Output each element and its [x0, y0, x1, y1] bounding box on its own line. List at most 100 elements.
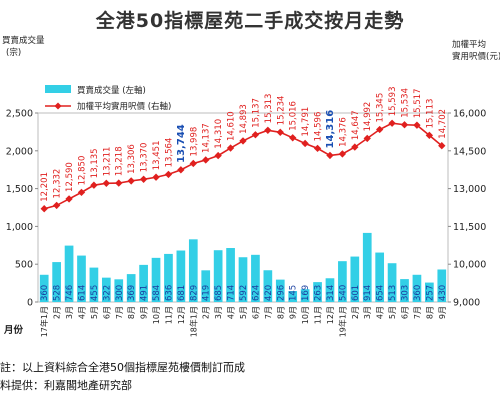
bar: [77, 255, 86, 302]
bar: [313, 282, 322, 302]
bar-data-label: 592: [239, 285, 249, 301]
x-tick-label: 19年1月: [337, 306, 347, 337]
left-axis-title: 買賣成交量: [2, 35, 45, 46]
price-point: [276, 128, 284, 136]
x-tick-label: 4月: [227, 306, 236, 319]
price-data-label: 14,702: [438, 109, 448, 139]
bar-data-label: 360: [40, 285, 50, 301]
price-data-label: 13,135: [90, 148, 100, 178]
x-tick-label: 10月: [152, 306, 161, 324]
price-data-label: 13,564: [164, 138, 174, 168]
right-axis-title: 加權平均: [452, 39, 486, 50]
price-point: [388, 119, 396, 127]
price-data-label: 12,850: [77, 156, 87, 186]
price-point: [338, 150, 347, 158]
bar: [213, 250, 223, 302]
x-tick-label: 9月: [438, 306, 447, 319]
right-tick-label: 13,000: [453, 184, 486, 195]
legend-line-marker: [54, 102, 62, 110]
price-data-label: 15,113: [425, 99, 435, 129]
bar: [362, 232, 372, 302]
x-tick-label: 5月: [239, 306, 248, 319]
x-tick-label: 3月: [65, 306, 74, 319]
price-data-label: 13,211: [102, 147, 112, 177]
bar: [300, 289, 310, 302]
bar-data-label: 829: [189, 285, 199, 301]
price-point: [413, 121, 421, 129]
x-tick-label: 12月: [326, 306, 335, 324]
x-tick-label: 2月: [351, 306, 360, 319]
x-tick-label: 8月: [425, 306, 434, 319]
bar-data-label: 654: [376, 285, 386, 301]
price-point: [65, 195, 73, 203]
bar-data-label: 614: [77, 285, 87, 301]
price-point: [164, 170, 173, 179]
price-point: [90, 181, 98, 189]
bar: [226, 248, 235, 302]
bar-data-label: 300: [115, 285, 125, 301]
bar-data-label: 314: [326, 285, 336, 301]
bar-data-label: 419: [202, 285, 212, 301]
x-tick-label: 7月: [115, 306, 124, 319]
x-tick-label: 10月: [301, 306, 310, 324]
bar-data-label: 322: [102, 285, 112, 301]
price-data-label: 15,234: [276, 96, 286, 126]
bar-data-label: 420: [264, 285, 274, 301]
bar: [288, 291, 298, 302]
x-tick-label: 2月: [202, 306, 211, 319]
x-tick-label: 6月: [401, 306, 410, 319]
right-axis-unit: 實用呎價(元): [452, 51, 500, 62]
bar: [126, 274, 136, 302]
price-point: [189, 159, 197, 168]
x-tick-label: 18年1月: [188, 306, 198, 337]
x-tick-label: 2月: [53, 306, 62, 319]
price-point: [152, 173, 160, 181]
price-data-label: 14,647: [351, 110, 361, 140]
price-data-label: 14,893: [239, 104, 249, 134]
x-tick-label: 9月: [289, 306, 298, 319]
bar-data-label: 914: [363, 285, 373, 301]
bar: [188, 239, 198, 302]
bar: [151, 257, 161, 302]
x-tick-label: 7月: [264, 306, 273, 319]
bar-data-label: 746: [65, 285, 75, 301]
price-point: [202, 156, 210, 164]
bar: [387, 263, 397, 302]
left-tick-label: 1,500: [6, 184, 33, 195]
legend-bar-swatch: [45, 85, 71, 93]
bar: [375, 252, 385, 302]
bar: [89, 267, 99, 302]
bar-data-label: 360: [413, 285, 423, 301]
price-point: [289, 134, 297, 142]
footnote: 註：以上資料綜合全港50個指標屋苑樓價制訂而成: [0, 361, 245, 374]
left-tick-label: 500: [15, 260, 33, 271]
price-data-label: 13,451: [152, 140, 162, 170]
price-data-label: 14,137: [202, 123, 212, 153]
bar: [176, 250, 186, 302]
bar: [52, 262, 61, 302]
price-data-label: 15,016: [289, 101, 299, 131]
x-tick-label: 6月: [251, 306, 260, 319]
bar-data-label: 636: [164, 285, 174, 301]
bar: [101, 277, 111, 302]
price-data-label: 13,998: [189, 127, 199, 157]
price-data-label: 15,593: [388, 87, 398, 117]
price-data-label: 14,316: [325, 110, 336, 149]
bar-data-label: 257: [425, 285, 435, 301]
bar-data-label: 624: [251, 285, 261, 301]
bar: [425, 282, 434, 302]
source-note: 料提供：利嘉閣地產研究部: [0, 379, 132, 392]
x-tick-label: 17年1月: [39, 306, 49, 337]
bar: [437, 269, 447, 302]
x-tick-label: 4月: [376, 306, 385, 319]
price-data-label: 12,590: [65, 162, 75, 192]
bar-data-label: 714: [227, 285, 237, 301]
bar: [325, 278, 335, 302]
x-tick-label: 12月: [177, 306, 186, 324]
price-data-label: 14,596: [314, 112, 324, 142]
price-point: [425, 131, 434, 140]
bar-data-label: 491: [140, 285, 150, 301]
bar: [263, 270, 273, 302]
bar: [338, 261, 347, 302]
